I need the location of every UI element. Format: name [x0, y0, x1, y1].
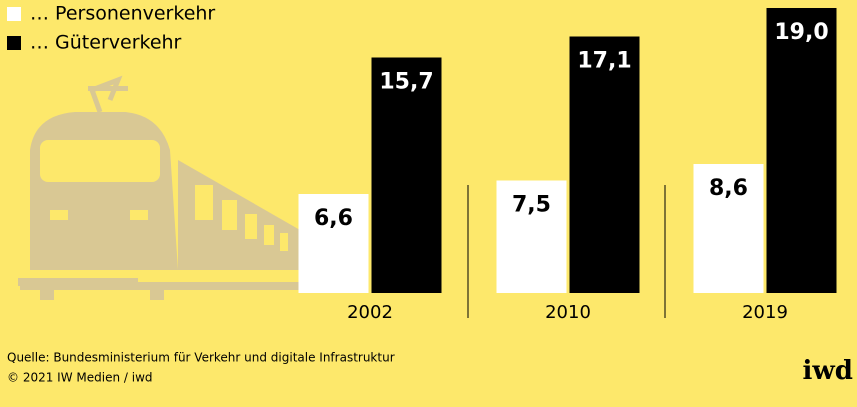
- x-tick-label: 2019: [742, 302, 788, 323]
- value-label: 8,6: [709, 176, 748, 201]
- credit-note: © 2021 IW Medien / iwd: [7, 371, 153, 385]
- value-label: 6,6: [314, 206, 353, 231]
- x-tick-label: 2002: [347, 302, 393, 323]
- bar: [767, 8, 837, 293]
- x-tick-label: 2010: [545, 302, 591, 323]
- value-label: 7,5: [512, 193, 551, 218]
- legend-swatch: [7, 7, 21, 21]
- legend-label: … Güterverkehr: [30, 32, 182, 54]
- page: {"chart_data": {"type": "bar", "categori…: [0, 0, 857, 407]
- source-note: Quelle: Bundesministerium für Verkehr un…: [7, 351, 395, 365]
- value-label: 17,1: [577, 49, 631, 74]
- legend-label: … Personenverkehr: [30, 3, 215, 25]
- train-illustration: [18, 80, 300, 300]
- value-label: 19,0: [774, 20, 828, 45]
- chart: Quelle: Bundesministerium für Verkehr un…: [0, 0, 857, 407]
- bar: [570, 37, 640, 294]
- value-label: 15,7: [379, 70, 433, 95]
- logo: iwd: [803, 356, 853, 386]
- legend-swatch: [7, 36, 21, 50]
